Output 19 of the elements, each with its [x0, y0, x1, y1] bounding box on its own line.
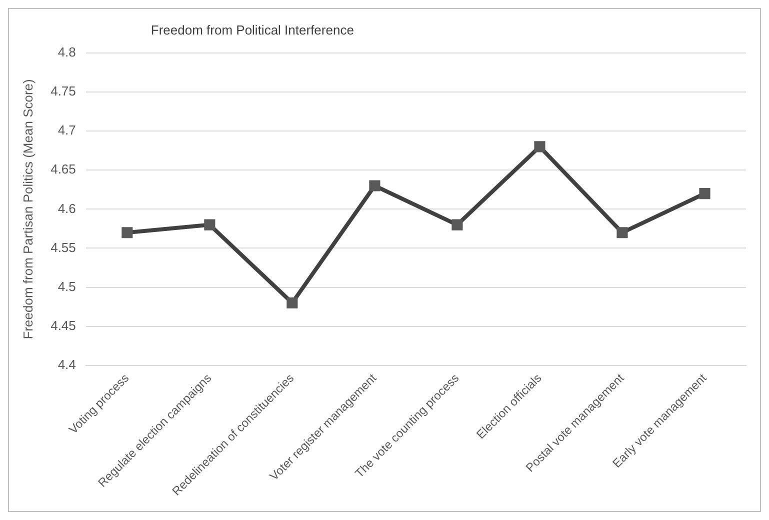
y-tick-label: 4.45 — [50, 318, 76, 333]
point — [616, 227, 628, 238]
point — [286, 297, 298, 308]
chart-title: Freedom from Political Interference — [150, 22, 354, 38]
y-axis-title: Freedom from Partisan Politics (Mean Score) — [20, 79, 36, 340]
y-tick-label: 4.5 — [58, 278, 76, 294]
y-tick-label: 4.4 — [58, 356, 76, 372]
y-tick-label: 4.55 — [50, 240, 76, 255]
point — [204, 219, 216, 230]
y-tick-label: 4.8 — [58, 44, 76, 60]
y-tick-label: 4.7 — [58, 122, 76, 138]
y-tick-label: 4.6 — [58, 200, 76, 216]
point — [534, 141, 546, 152]
point — [369, 180, 380, 192]
point — [452, 219, 463, 230]
y-tick-label: 4.65 — [50, 162, 76, 177]
y-tick-label: 4.75 — [50, 84, 76, 99]
point — [122, 227, 133, 238]
point — [699, 188, 710, 200]
